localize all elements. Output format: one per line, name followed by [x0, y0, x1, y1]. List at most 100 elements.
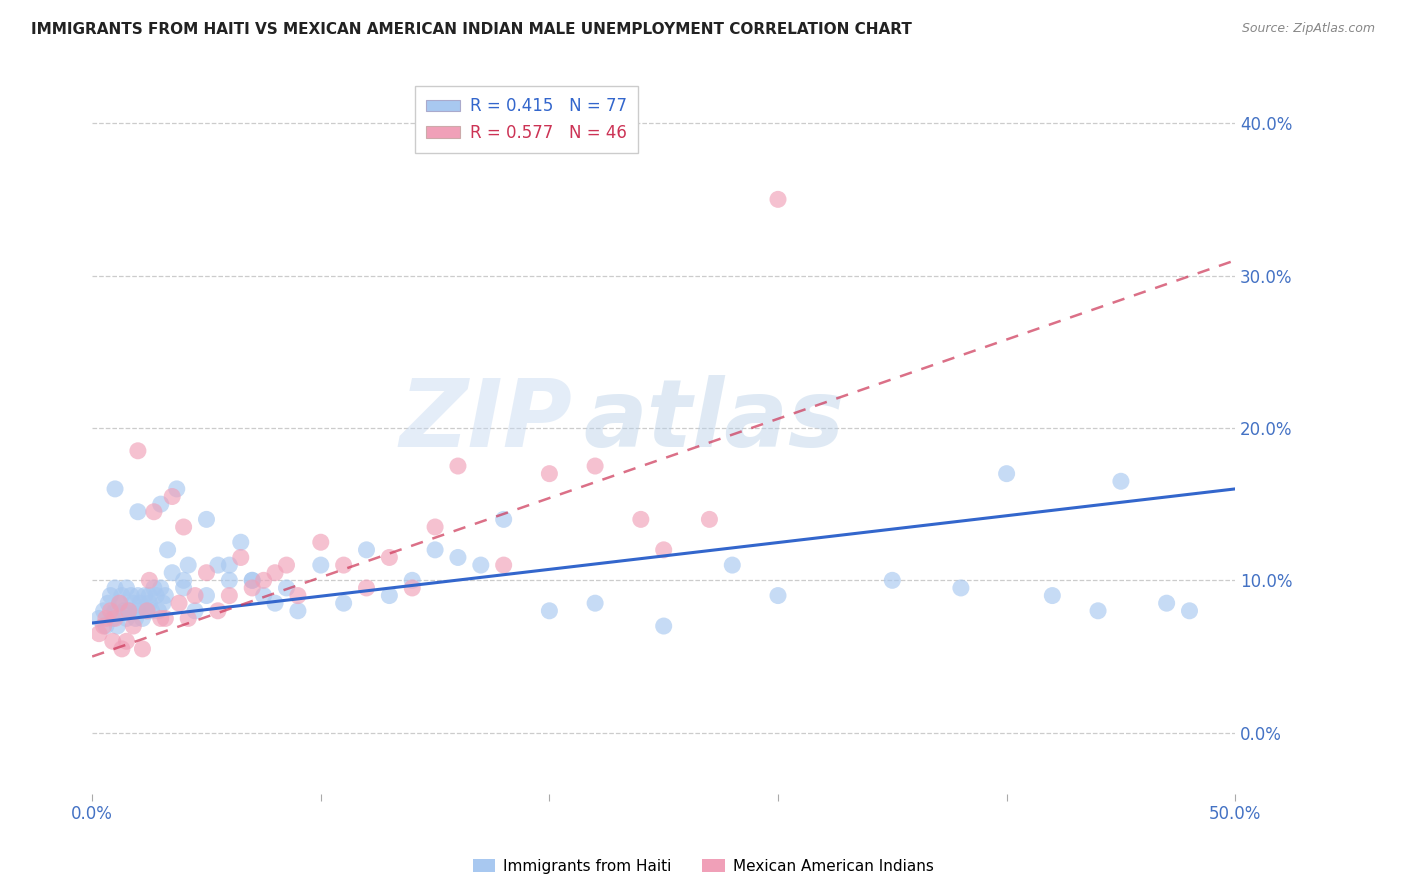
Point	[229, 535, 252, 549]
Point	[229, 550, 252, 565]
Point	[87, 626, 110, 640]
Point	[111, 589, 134, 603]
Point	[652, 619, 675, 633]
Point	[287, 589, 309, 603]
Point	[721, 558, 744, 573]
Point	[1109, 475, 1132, 489]
Point	[401, 581, 423, 595]
Point	[131, 641, 153, 656]
Text: Source: ZipAtlas.com: Source: ZipAtlas.com	[1241, 22, 1375, 36]
Point	[538, 467, 561, 481]
Point	[207, 604, 229, 618]
Point	[1178, 604, 1201, 618]
Point	[184, 604, 207, 618]
Point	[356, 542, 378, 557]
Point	[447, 550, 470, 565]
Point	[127, 604, 149, 618]
Point	[101, 634, 124, 648]
Point	[287, 604, 309, 618]
Point	[149, 581, 172, 595]
Point	[240, 581, 263, 595]
Point	[195, 589, 218, 603]
Point	[253, 589, 276, 603]
Point	[173, 520, 195, 534]
Point	[173, 574, 195, 588]
Point	[142, 505, 165, 519]
Point	[111, 641, 134, 656]
Point	[447, 458, 470, 473]
Point	[115, 611, 138, 625]
Point	[356, 581, 378, 595]
Point	[276, 558, 298, 573]
Point	[195, 566, 218, 580]
Point	[195, 512, 218, 526]
Point	[138, 589, 160, 603]
Point	[378, 589, 401, 603]
Point	[127, 505, 149, 519]
Point	[94, 619, 117, 633]
Point	[101, 611, 124, 625]
Point	[1156, 596, 1178, 610]
Point	[124, 611, 146, 625]
Point	[378, 550, 401, 565]
Point	[131, 611, 153, 625]
Point	[87, 611, 110, 625]
Point	[136, 604, 159, 618]
Point	[149, 611, 172, 625]
Text: IMMIGRANTS FROM HAITI VS MEXICAN AMERICAN INDIAN MALE UNEMPLOYMENT CORRELATION C: IMMIGRANTS FROM HAITI VS MEXICAN AMERICA…	[31, 22, 912, 37]
Point	[145, 589, 167, 603]
Point	[995, 467, 1018, 481]
Text: atlas: atlas	[583, 376, 845, 467]
Legend: Immigrants from Haiti, Mexican American Indians: Immigrants from Haiti, Mexican American …	[467, 853, 939, 880]
Point	[173, 581, 195, 595]
Point	[470, 558, 492, 573]
Point	[882, 574, 904, 588]
Point	[309, 558, 332, 573]
Point	[138, 574, 160, 588]
Point	[97, 596, 120, 610]
Point	[138, 596, 160, 610]
Point	[100, 589, 122, 603]
Point	[160, 490, 183, 504]
Point	[129, 596, 152, 610]
Point	[699, 512, 721, 526]
Point	[136, 604, 159, 618]
Point	[423, 520, 446, 534]
Point	[141, 604, 163, 618]
Point	[240, 574, 263, 588]
Point	[538, 604, 561, 618]
Point	[155, 589, 177, 603]
Point	[309, 535, 332, 549]
Point	[332, 596, 354, 610]
Point	[94, 611, 117, 625]
Point	[156, 542, 179, 557]
Point	[167, 596, 190, 610]
Point	[134, 589, 156, 603]
Point	[120, 589, 142, 603]
Point	[949, 581, 972, 595]
Point	[122, 596, 145, 610]
Point	[423, 542, 446, 557]
Point	[118, 604, 141, 618]
Point	[332, 558, 354, 573]
Point	[240, 574, 263, 588]
Point	[108, 596, 131, 610]
Point	[1040, 589, 1063, 603]
Point	[276, 581, 298, 595]
Point	[160, 566, 183, 580]
Point	[93, 619, 115, 633]
Legend: R = 0.415   N = 77, R = 0.577   N = 46: R = 0.415 N = 77, R = 0.577 N = 46	[415, 86, 638, 153]
Point	[112, 604, 135, 618]
Point	[218, 558, 240, 573]
Point	[115, 634, 138, 648]
Point	[100, 604, 122, 618]
Point	[155, 611, 177, 625]
Point	[104, 581, 127, 595]
Point	[492, 512, 515, 526]
Point	[115, 581, 138, 595]
Point	[766, 589, 789, 603]
Point	[177, 558, 200, 573]
Point	[218, 574, 240, 588]
Point	[104, 611, 127, 625]
Point	[149, 497, 172, 511]
